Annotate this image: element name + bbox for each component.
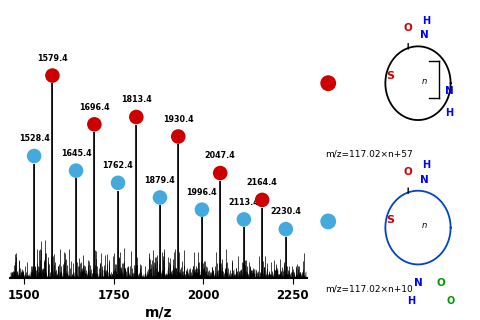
Point [48,73,56,78]
Text: O: O [404,167,413,177]
Point [91,122,98,127]
Text: 4: 4 [0,0,8,2]
Text: 1528.4: 1528.4 [19,134,49,143]
Text: 1696.4: 1696.4 [79,103,109,112]
Point [72,168,80,173]
Text: 2164.4: 2164.4 [247,178,277,187]
Point [282,227,289,232]
Text: n: n [422,221,427,230]
Text: H: H [422,16,430,26]
Text: S: S [386,71,394,81]
Text: H: H [445,108,453,118]
Text: 1579.4: 1579.4 [37,54,68,63]
Text: N: N [414,278,422,288]
Text: 1762.4: 1762.4 [103,161,133,170]
Text: 2230.4: 2230.4 [270,207,301,216]
Point [132,115,140,120]
Point [324,219,332,224]
Point [258,197,266,203]
Point [198,207,206,212]
Point [216,171,224,176]
Point [240,217,248,222]
Text: H: H [422,160,430,170]
Text: O: O [404,23,413,33]
Text: m/z=117.02×n+57: m/z=117.02×n+57 [325,149,413,158]
Point [30,154,38,159]
Text: 1645.4: 1645.4 [61,149,91,158]
Text: H: H [408,296,416,306]
Text: 2113.4: 2113.4 [228,198,259,207]
Point [114,180,122,185]
Text: n: n [422,77,427,86]
Text: 1879.4: 1879.4 [144,176,175,185]
Point [324,81,332,86]
Text: N: N [444,85,454,96]
Text: 1813.4: 1813.4 [121,95,152,104]
Text: 1930.4: 1930.4 [163,115,193,124]
Text: N: N [420,30,429,40]
Text: 1996.4: 1996.4 [187,188,217,197]
Text: N: N [420,175,429,185]
Point [174,134,182,139]
Text: S: S [386,215,394,225]
X-axis label: m/z: m/z [144,306,172,320]
Text: O: O [436,278,445,288]
Text: 2047.4: 2047.4 [205,151,236,160]
Text: O: O [446,296,455,306]
Text: m/z=117.02×n+10: m/z=117.02×n+10 [325,284,413,293]
Point [156,195,164,200]
